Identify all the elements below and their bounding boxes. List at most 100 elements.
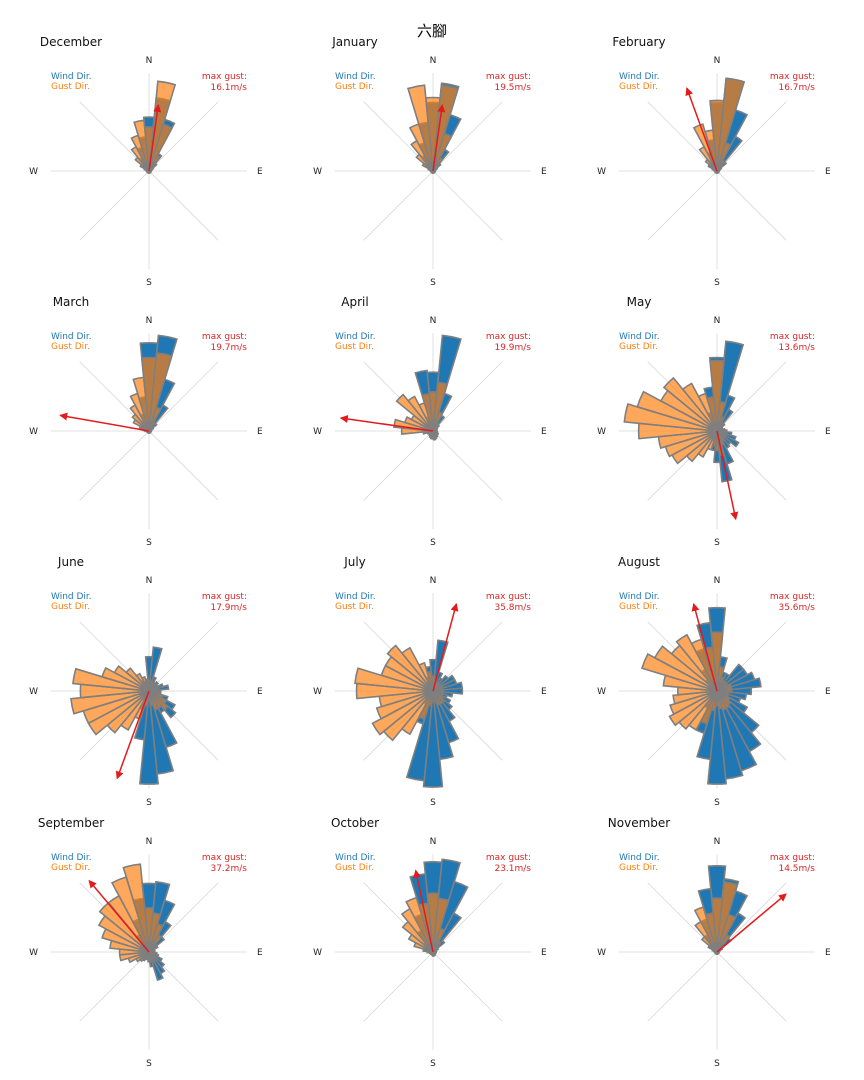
compass-s: S (146, 1059, 152, 1069)
legend-wind-label: Wind Dir. (335, 592, 376, 602)
legend-gust-label: Gust Dir. (51, 863, 90, 873)
wind-bar (422, 690, 444, 788)
max-gust-value: 16.1m/s (210, 83, 247, 93)
gust-bar (418, 661, 434, 692)
gust-bar (681, 382, 718, 432)
max-gust-value: 35.8m/s (494, 603, 531, 613)
legend-gust-label: Gust Dir. (335, 602, 374, 612)
gust-bar (144, 678, 150, 692)
compass-n: N (714, 576, 721, 586)
compass-w: W (29, 948, 38, 958)
compass-n: N (714, 837, 721, 847)
compass-n: N (146, 837, 153, 847)
gust-bar (70, 690, 150, 715)
gust-bar (672, 690, 718, 705)
max-gust-arrow (691, 602, 718, 692)
rose-july: N S E W July Wind Dir.Gust Dir. max gust:35.8m… (313, 555, 547, 808)
legend-gust-label: Gust Dir. (335, 82, 374, 92)
gust-bar (407, 395, 434, 432)
compass-w: W (597, 687, 606, 697)
rose-may: N S E W May Wind Dir.Gust Dir. max gust:13.6m/… (597, 295, 831, 548)
max-gust-label: max gust: (486, 853, 531, 863)
gust-bar (675, 633, 718, 692)
max-gust-label: max gust: (202, 332, 247, 342)
gust-bar (426, 892, 440, 953)
compass-s: S (430, 278, 436, 288)
max-gust-arrow (59, 412, 150, 432)
gust-bar (395, 393, 434, 432)
month-title: January (331, 35, 378, 49)
legend-wind-label: Wind Dir. (619, 72, 660, 82)
compass-s: S (714, 538, 720, 548)
rose-february: N S E W February Wind Dir.Gust Dir. max gust:1… (597, 35, 831, 288)
gust-bar (716, 690, 724, 710)
legend-wind-label: Wind Dir. (51, 72, 92, 82)
legend-gust-label: Gust Dir. (619, 342, 658, 352)
max-gust-value: 14.5m/s (778, 864, 815, 874)
compass-n: N (430, 576, 437, 586)
max-gust-label: max gust: (202, 853, 247, 863)
gust-bar (132, 376, 150, 432)
max-gust-arrow (432, 104, 446, 172)
legend-wind-label: Wind Dir. (51, 332, 92, 342)
compass-w: W (597, 427, 606, 437)
wind-bar (706, 690, 728, 785)
max-gust-label: max gust: (486, 332, 531, 342)
legend-wind-label: Wind Dir. (335, 72, 376, 82)
legend-gust-label: Gust Dir. (51, 602, 90, 612)
compass-w: W (597, 948, 606, 958)
month-title: October (331, 816, 379, 830)
compass-w: W (597, 167, 606, 177)
gust-bar (386, 644, 434, 692)
max-gust-label: max gust: (202, 72, 247, 82)
legend-gust-label: Gust Dir. (51, 342, 90, 352)
legend-wind-label: Wind Dir. (51, 592, 92, 602)
max-gust-label: max gust: (770, 592, 815, 602)
compass-n: N (714, 56, 721, 66)
month-title: July (343, 555, 366, 569)
max-gust-value: 19.9m/s (494, 343, 531, 353)
max-gust-value: 37.2m/s (210, 864, 247, 874)
compass-e: E (825, 427, 831, 437)
rose-august: N S E W August Wind Dir.Gust Dir. max gust:35.… (597, 555, 831, 808)
max-gust-arrow (339, 415, 434, 432)
compass-n: N (430, 316, 437, 326)
compass-s: S (714, 1059, 720, 1069)
rose-march: N S E W March Wind Dir.Gust Dir. max gust:19.7… (29, 295, 263, 548)
max-gust-value: 16.7m/s (778, 83, 815, 93)
month-title: June (57, 555, 84, 569)
gust-bar (710, 631, 724, 692)
month-title: November (608, 816, 670, 830)
compass-w: W (313, 948, 322, 958)
compass-n: N (430, 56, 437, 66)
compass-e: E (541, 167, 547, 177)
compass-e: E (825, 948, 831, 958)
rose-october: N S E W October Wind Dir.Gust Dir. max gust:23… (313, 816, 547, 1069)
rose-june: N S E W June Wind Dir.Gust Dir. max gust:17.9m… (29, 555, 263, 808)
compass-s: S (714, 798, 720, 808)
max-gust-label: max gust: (770, 72, 815, 82)
compass-e: E (541, 687, 547, 697)
gust-bar (375, 690, 434, 720)
compass-e: E (825, 687, 831, 697)
max-gust-value: 35.6m/s (778, 603, 815, 613)
compass-e: E (257, 167, 263, 177)
wind-bar (716, 686, 753, 696)
rose-january: N S E W January Wind Dir.Gust Dir. max gust:19… (313, 35, 547, 288)
max-gust-label: max gust: (770, 332, 815, 342)
legend-wind-label: Wind Dir. (335, 332, 376, 342)
legend-gust-label: Gust Dir. (51, 82, 90, 92)
max-gust-arrow (716, 430, 739, 521)
gust-bar (704, 912, 718, 953)
gust-bar (692, 123, 718, 172)
max-gust-value: 23.1m/s (494, 864, 531, 874)
compass-e: E (541, 948, 547, 958)
rose-december: N S E W December Wind Dir.Gust Dir. max gust:1… (29, 35, 263, 288)
gust-bar (716, 690, 728, 711)
month-title: May (627, 295, 652, 309)
compass-s: S (714, 278, 720, 288)
compass-e: E (257, 948, 263, 958)
max-gust-value: 19.5m/s (494, 83, 531, 93)
max-gust-value: 17.9m/s (210, 603, 247, 613)
